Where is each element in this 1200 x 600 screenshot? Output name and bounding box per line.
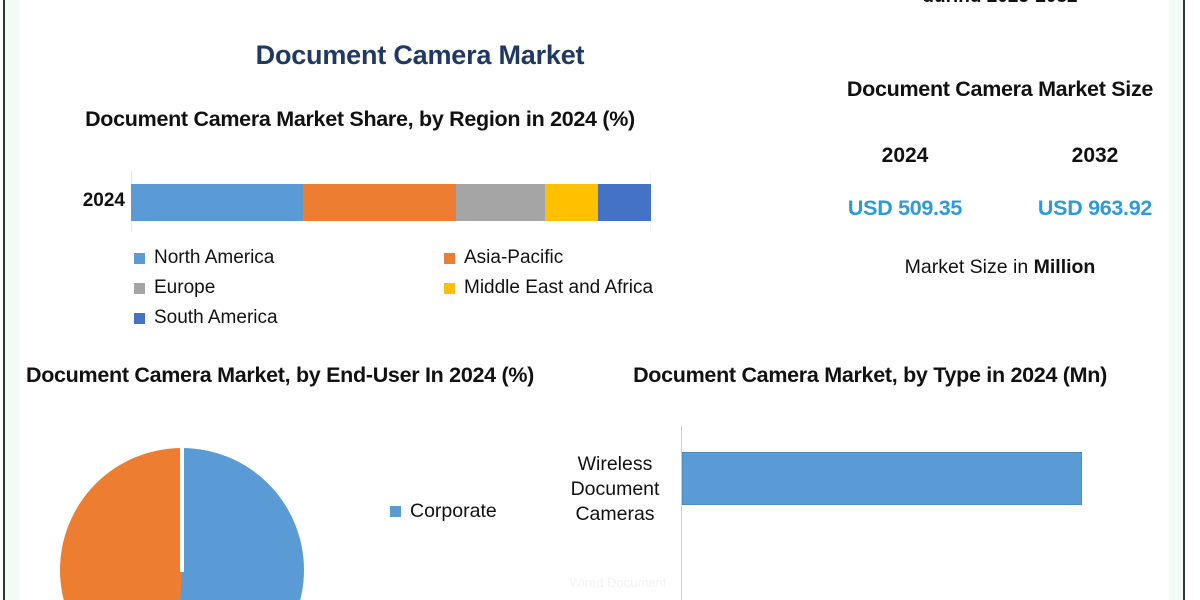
market-size-units-strong: Million — [1033, 256, 1096, 278]
frame-tint-right — [1169, 0, 1183, 600]
region-segment-europe[interactable] — [455, 184, 545, 221]
region-segment-middle-east-and-africa[interactable] — [544, 184, 598, 221]
region-legend-label: Middle East and Africa — [464, 277, 654, 298]
region-category-label: 2024 — [82, 190, 125, 211]
region-legend: North America Asia-Pacific Europe Middle Ea… — [134, 247, 694, 329]
end-user-chart-title: Document Camera Market, by End-User In 2… — [25, 363, 535, 387]
region-segment-asia-pacific[interactable] — [303, 184, 456, 221]
market-size-value-row: USD 509.35 USD 963.92 — [810, 196, 1190, 221]
page-title: Document Camera Market — [255, 40, 585, 70]
type-bar-wireless[interactable] — [682, 452, 1082, 505]
frame-border-right — [1183, 0, 1185, 600]
legend-swatch-icon — [390, 506, 401, 517]
region-legend-item-4: South America — [134, 307, 444, 329]
region-chart-title: Document Camera Market Share, by Region … — [85, 107, 635, 131]
region-legend-label: South America — [154, 307, 278, 328]
end-user-legend-item-corporate: Corporate — [390, 500, 497, 523]
legend-swatch-icon — [134, 312, 145, 324]
market-size-value-start: USD 509.35 — [847, 196, 963, 220]
frame-tint-left — [5, 0, 19, 600]
type-category-label: Wireless Document Cameras — [570, 453, 660, 525]
market-size-title: Document Camera Market Size — [846, 77, 1154, 101]
market-size-callout: Document Camera Market Size 2024 2032 US… — [810, 74, 1190, 294]
market-size-units-prefix: Market Size in — [904, 256, 1034, 278]
region-legend-label: North America — [154, 247, 275, 268]
type-chart-title: Document Camera Market, by Type in 2024 … — [633, 363, 1107, 387]
region-segment-south-america[interactable] — [597, 184, 651, 221]
region-legend-item-2: Europe — [134, 277, 444, 299]
market-size-year-end: 2032 — [1071, 144, 1119, 167]
end-user-legend-label: Corporate — [410, 500, 497, 522]
region-segment-north-america[interactable] — [131, 184, 304, 221]
region-legend-label: Asia-Pacific — [464, 247, 564, 268]
frame-border-left — [3, 0, 5, 600]
legend-swatch-icon — [444, 252, 455, 264]
type-chart-axis — [681, 426, 682, 600]
legend-swatch-icon — [444, 282, 455, 294]
type-chart: Document Camera Market, by Type in 2024 … — [560, 360, 1180, 600]
market-size-year-start: 2024 — [881, 144, 929, 167]
market-size-units: Market Size in Million — [810, 256, 1190, 279]
market-size-value-end: USD 963.92 — [1037, 196, 1153, 220]
legend-swatch-icon — [134, 252, 145, 264]
region-share-chart: Document Camera Market Share, by Region … — [30, 104, 690, 344]
region-legend-label: Europe — [154, 277, 216, 298]
region-legend-item-1: Asia-Pacific — [444, 247, 694, 269]
type-clipped-category-label: Wired Document Cameras — [569, 575, 667, 591]
region-stacked-bar[interactable] — [131, 184, 651, 221]
market-size-year-row: 2024 2032 — [810, 144, 1190, 168]
region-legend-item-3: Middle East and Africa — [444, 277, 694, 299]
cagr-clipped-text: during 2025-2032 — [820, 0, 1180, 2]
legend-swatch-icon — [134, 282, 145, 294]
end-user-chart: Document Camera Market, by End-User In 2… — [20, 360, 540, 600]
end-user-pie-wrapper — [60, 448, 304, 600]
region-legend-item-0: North America — [134, 247, 444, 269]
pie-slice-separator — [180, 448, 184, 572]
